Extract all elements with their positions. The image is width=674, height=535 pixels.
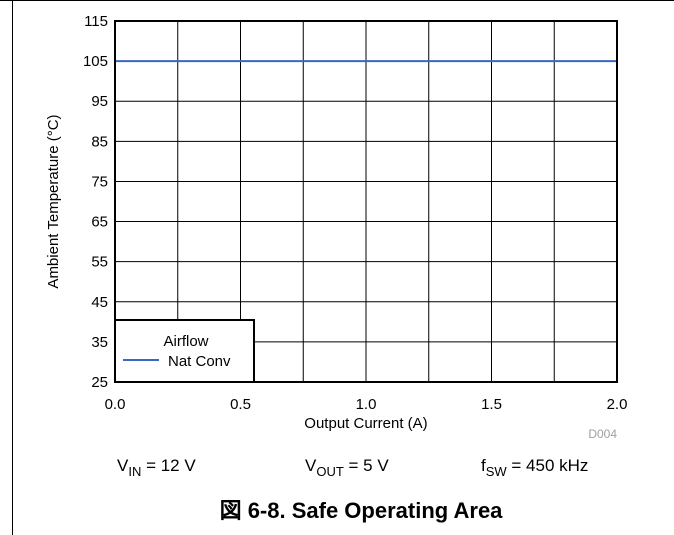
y-axis-title: Ambient Temperature (°C) (45, 114, 62, 288)
y-tick-label: 35 (91, 334, 108, 351)
y-tick-label: 65 (91, 214, 108, 231)
x-tick-label: 1.0 (356, 396, 377, 413)
plot-border (114, 20, 618, 383)
y-tick-label: 85 (91, 133, 108, 150)
y-tick-label: 45 (91, 294, 108, 311)
y-tick-label: 95 (91, 93, 108, 110)
x-axis-title: Output Current (A) (304, 415, 427, 432)
x-tick-label: 0.0 (105, 396, 126, 413)
legend-label-nat-conv: Nat Conv (168, 353, 231, 370)
legend-box (114, 319, 255, 383)
x-tick-label: 1.5 (481, 396, 502, 413)
frame-top-border (0, 0, 674, 1)
x-tick-label: 2.0 (607, 396, 628, 413)
figure-caption: 図 6-8. Safe Operating Area (220, 498, 504, 523)
frame-left-border (12, 0, 13, 535)
y-tick-label: 55 (91, 254, 108, 271)
legend-title: Airflow (163, 333, 208, 350)
condition-vout: VOUT = 5 V (305, 456, 389, 479)
grid (115, 21, 617, 382)
condition-fsw: fSW = 450 kHz (481, 456, 588, 479)
y-tick-label: 105 (83, 53, 108, 70)
x-tick-label: 0.5 (230, 396, 251, 413)
legend: Airflow Nat Conv (114, 319, 255, 383)
x-tick-labels: 0.0 0.5 1.0 1.5 2.0 (105, 396, 628, 413)
y-tick-label: 25 (91, 374, 108, 391)
y-tick-label: 75 (91, 173, 108, 190)
condition-vin: VIN = 12 V (117, 456, 196, 479)
y-tick-label: 115 (84, 13, 108, 30)
figure-code: D004 (588, 427, 617, 441)
y-tick-labels: 25 35 45 55 65 75 85 95 105 115 (83, 13, 108, 391)
